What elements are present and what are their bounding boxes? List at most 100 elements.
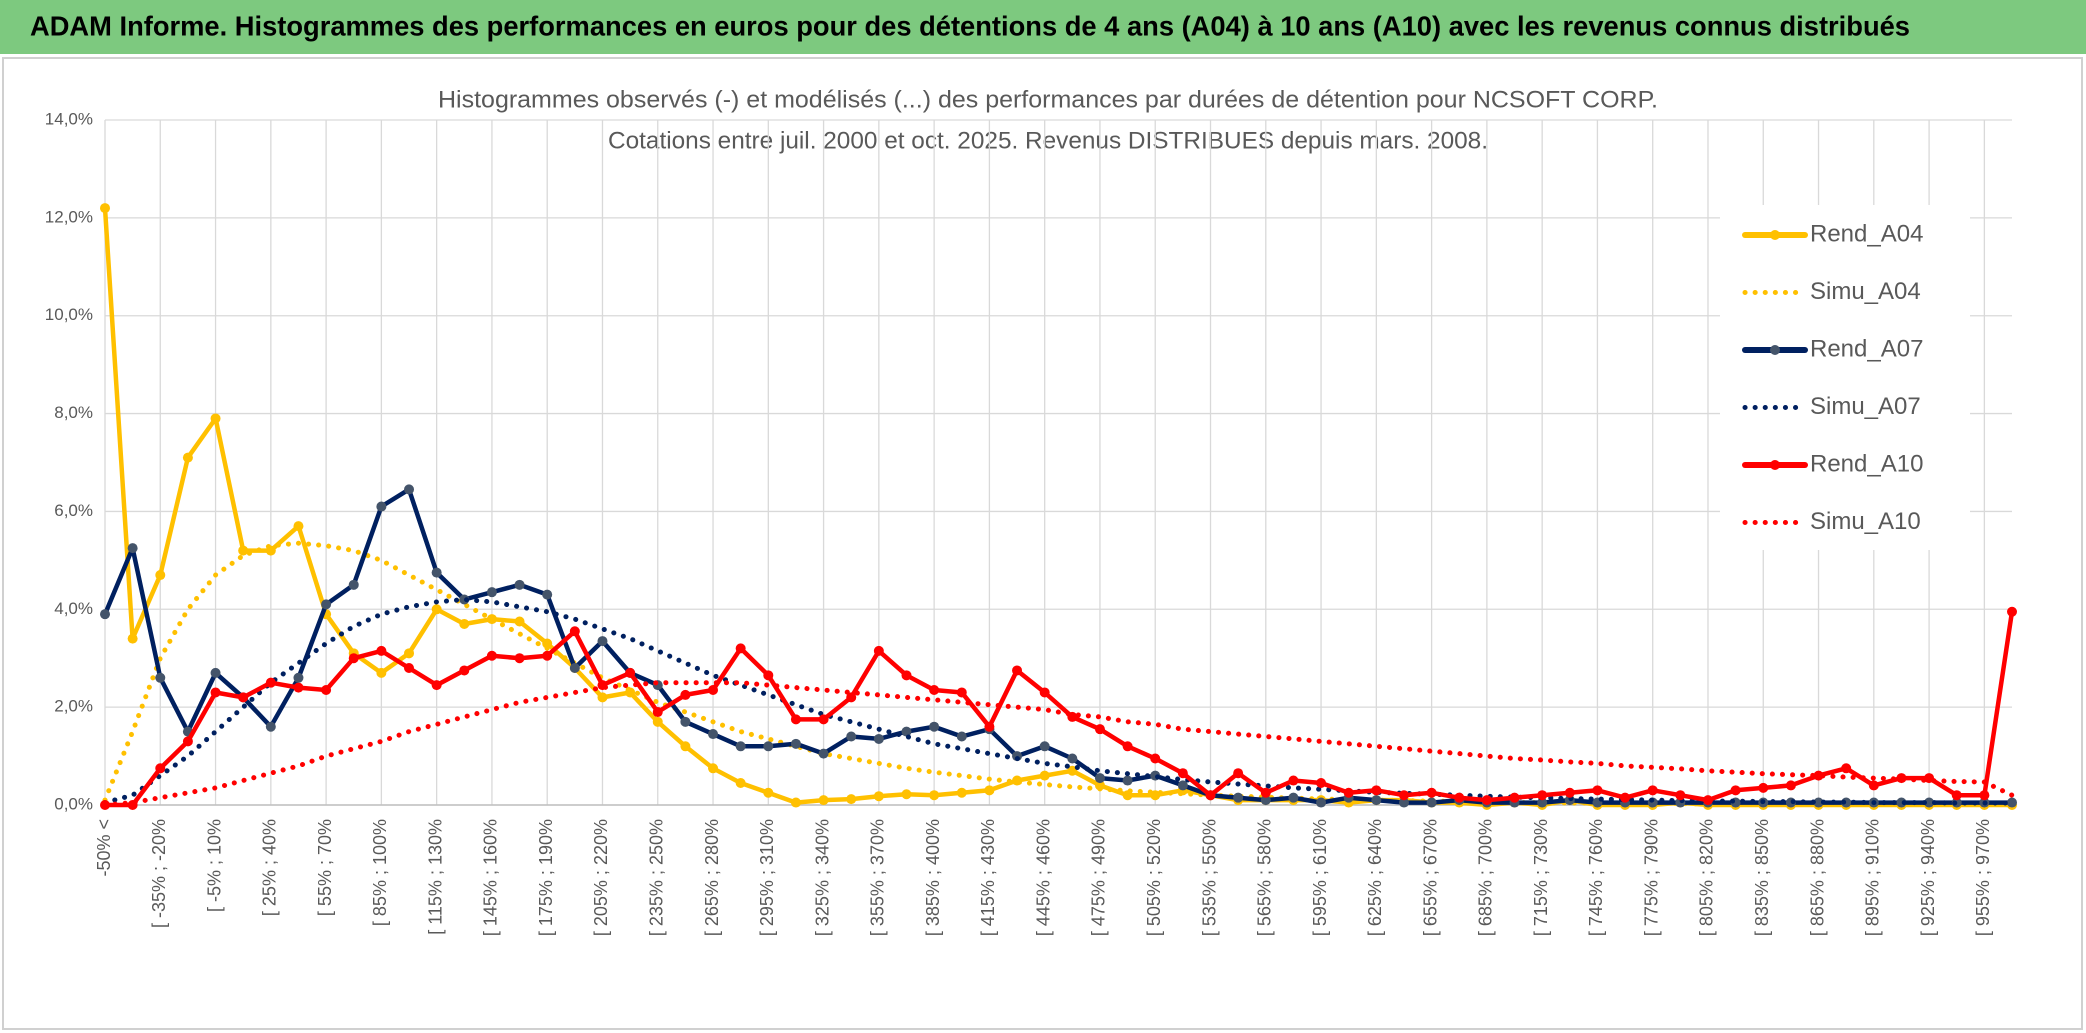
data-point bbox=[1039, 770, 1050, 781]
data-point bbox=[1785, 780, 1796, 791]
legend-background bbox=[1720, 205, 1970, 550]
data-point bbox=[182, 452, 193, 463]
data-point bbox=[1371, 785, 1382, 796]
data-point bbox=[1979, 790, 1990, 801]
chart-title: Histogrammes observés (-) et modélisés (… bbox=[438, 86, 1658, 113]
legend-marker bbox=[1770, 345, 1780, 355]
data-point bbox=[155, 763, 166, 774]
data-point bbox=[818, 748, 829, 759]
data-point bbox=[1426, 797, 1437, 808]
chart-subtitle: Cotations entre juil. 2000 et oct. 2025.… bbox=[608, 127, 1488, 154]
data-point bbox=[625, 667, 636, 678]
data-point bbox=[155, 672, 166, 683]
legend-marker bbox=[1770, 230, 1780, 240]
data-point bbox=[1481, 795, 1492, 806]
data-point bbox=[293, 682, 304, 693]
data-point bbox=[1398, 790, 1409, 801]
x-tick-label: [ 595% ; 610% bbox=[1310, 819, 1330, 936]
x-tick-label: [ 175% ; 190% bbox=[536, 819, 556, 936]
data-point bbox=[265, 677, 276, 688]
x-tick-label: [ 475% ; 490% bbox=[1089, 819, 1109, 936]
data-point bbox=[818, 714, 829, 725]
x-tick-label: [ 265% ; 280% bbox=[702, 819, 722, 936]
data-point bbox=[929, 790, 940, 801]
x-tick-label: [ 685% ; 700% bbox=[1476, 819, 1496, 936]
data-point bbox=[984, 785, 995, 796]
y-tick-label: 8,0% bbox=[54, 403, 93, 422]
data-point bbox=[735, 643, 746, 654]
y-tick-label: 2,0% bbox=[54, 697, 93, 716]
legend: Rend_A04 Simu_A04 Rend_A07 Simu_A07 Rend_A10… bbox=[1742, 220, 1923, 535]
data-point bbox=[984, 721, 995, 732]
data-point bbox=[210, 413, 221, 424]
data-point bbox=[2007, 797, 2017, 808]
data-point bbox=[100, 203, 110, 214]
x-tick-label: [ 115% ; 130% bbox=[425, 819, 445, 935]
data-point bbox=[1426, 787, 1437, 798]
legend-label: Rend_A10 bbox=[1810, 450, 1923, 477]
data-point bbox=[1343, 787, 1354, 798]
data-point bbox=[514, 579, 525, 590]
data-point bbox=[265, 721, 276, 732]
data-point bbox=[542, 638, 553, 649]
data-point bbox=[1260, 795, 1271, 806]
x-tick-label: [ 895% ; 910% bbox=[1863, 819, 1883, 936]
x-tick-label: [ 205% ; 220% bbox=[591, 819, 611, 936]
data-point bbox=[846, 692, 857, 703]
data-point bbox=[238, 692, 249, 703]
x-tick-label: [ 415% ; 430% bbox=[978, 819, 998, 936]
legend-label: Simu_A10 bbox=[1810, 508, 1921, 535]
chart-frame bbox=[2, 57, 2083, 1030]
data-point bbox=[238, 545, 249, 556]
data-point bbox=[901, 726, 912, 737]
x-tick-label: [ 865% ; 880% bbox=[1807, 819, 1827, 936]
data-point bbox=[569, 626, 580, 637]
data-point bbox=[1371, 795, 1382, 806]
data-point bbox=[1592, 785, 1603, 796]
data-point bbox=[818, 795, 829, 806]
data-point bbox=[929, 721, 940, 732]
data-point bbox=[956, 731, 967, 742]
data-point bbox=[1094, 780, 1105, 791]
data-point bbox=[763, 670, 774, 681]
data-point bbox=[708, 685, 719, 696]
data-point bbox=[404, 484, 415, 495]
data-point bbox=[348, 579, 359, 590]
x-tick-label: [ -35% ; -20% bbox=[149, 819, 169, 928]
data-point bbox=[1233, 768, 1244, 779]
data-point bbox=[1951, 790, 1962, 801]
data-point bbox=[763, 787, 774, 798]
data-point bbox=[1454, 792, 1465, 803]
data-point bbox=[790, 714, 801, 725]
data-point bbox=[873, 791, 884, 802]
data-point bbox=[1067, 765, 1078, 776]
data-point bbox=[1067, 753, 1078, 764]
data-point bbox=[652, 707, 663, 718]
y-tick-label: 0,0% bbox=[54, 794, 93, 813]
data-point bbox=[1094, 724, 1105, 735]
data-point bbox=[1150, 753, 1161, 764]
x-tick-label: [ 565% ; 580% bbox=[1255, 819, 1275, 936]
x-tick-label: [ 925% ; 940% bbox=[1918, 819, 1938, 936]
banner-title: ADAM Informe. Histogrammes des performan… bbox=[30, 10, 1910, 41]
x-tick-label: [ 355% ; 370% bbox=[868, 819, 888, 936]
data-point bbox=[376, 501, 387, 512]
x-tick-label: [ 715% ; 730% bbox=[1531, 819, 1551, 936]
data-point bbox=[1122, 775, 1133, 786]
series-line bbox=[102, 609, 2015, 808]
data-point bbox=[1122, 741, 1133, 752]
x-tick-label: [ 55% ; 70% bbox=[315, 819, 335, 916]
data-point bbox=[1233, 792, 1244, 803]
x-tick-label: [ 625% ; 640% bbox=[1365, 819, 1385, 936]
data-point bbox=[404, 648, 415, 659]
x-tick-label: [ 505% ; 520% bbox=[1144, 819, 1164, 936]
data-point bbox=[1868, 780, 1879, 791]
series-line bbox=[102, 597, 2015, 806]
series-line bbox=[102, 680, 2015, 808]
x-tick-label: [ 805% ; 820% bbox=[1697, 819, 1717, 936]
data-point bbox=[680, 716, 691, 727]
x-tick-label: [ 745% ; 760% bbox=[1586, 819, 1606, 936]
plot-area bbox=[100, 203, 2017, 810]
data-point bbox=[1537, 797, 1548, 808]
